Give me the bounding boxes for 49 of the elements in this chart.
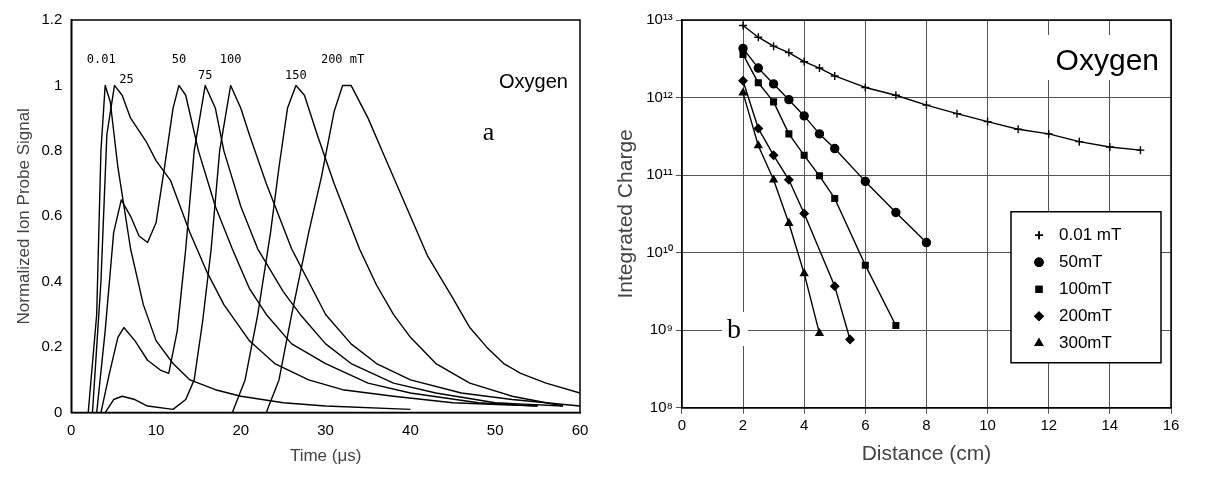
- x-tick-label: 0: [67, 420, 76, 438]
- x-tick-label: 4: [799, 415, 809, 433]
- x-tick-label: 12: [1040, 415, 1058, 433]
- series-label: 75: [198, 68, 213, 83]
- x-axis-title: Distance (cm): [861, 441, 992, 465]
- legend-label: 200mT: [1059, 305, 1112, 325]
- series-label: 100: [219, 52, 242, 67]
- legend-label: 50mT: [1059, 251, 1103, 271]
- x-tick-label: 2: [738, 415, 748, 433]
- x-tick-label: 10: [979, 415, 996, 433]
- series-label: 25: [119, 72, 134, 87]
- legend-label: 0.01 mT: [1059, 224, 1122, 244]
- y-tick-label: 10¹²: [646, 87, 673, 105]
- annotation: b: [726, 313, 741, 344]
- x-axis-title: Time (μs): [289, 446, 362, 466]
- series-label: 50: [171, 52, 187, 67]
- x-tick-label: 0: [677, 415, 687, 433]
- annotation: Oxygen: [499, 70, 568, 92]
- series-label: 150: [285, 68, 307, 83]
- x-tick-label: 40: [402, 420, 419, 438]
- y-tick-label: 0.2: [41, 337, 63, 355]
- x-tick-label: 20: [232, 420, 250, 438]
- y-tick-label: 10¹⁰: [646, 242, 673, 260]
- y-tick-label: 0: [53, 402, 63, 420]
- series-label: 0.01: [86, 52, 116, 67]
- legend-label: 100mT: [1059, 278, 1112, 298]
- x-tick-label: 60: [571, 420, 589, 438]
- series-label: 200 mT: [320, 52, 365, 67]
- legend-label: 300mT: [1059, 332, 1112, 352]
- x-tick-label: 50: [486, 420, 504, 438]
- y-tick-label: 0.4: [41, 271, 63, 289]
- x-tick-label: 30: [317, 420, 334, 438]
- y-axis-title: Integrated Charge: [613, 129, 637, 299]
- annotation: Oxygen: [1055, 43, 1159, 76]
- y-tick-label: 0.6: [41, 206, 63, 224]
- y-tick-label: 0.8: [41, 141, 63, 159]
- x-tick-label: 16: [1162, 415, 1180, 433]
- y-axis-title: Normalized Ion Probe Signal: [13, 108, 33, 325]
- x-tick-label: 10: [147, 420, 165, 438]
- y-tick-label: 10¹¹: [646, 165, 673, 183]
- x-tick-label: 14: [1101, 415, 1119, 433]
- y-tick-label: 10⁹: [649, 320, 673, 338]
- y-tick-label: 1: [53, 75, 63, 93]
- x-tick-label: 6: [861, 415, 870, 433]
- annotation: a: [482, 117, 495, 146]
- x-tick-label: 8: [922, 415, 931, 433]
- y-tick-label: 1.2: [41, 10, 63, 28]
- y-tick-label: 10⁸: [649, 397, 673, 415]
- y-tick-label: 10¹³: [646, 10, 673, 28]
